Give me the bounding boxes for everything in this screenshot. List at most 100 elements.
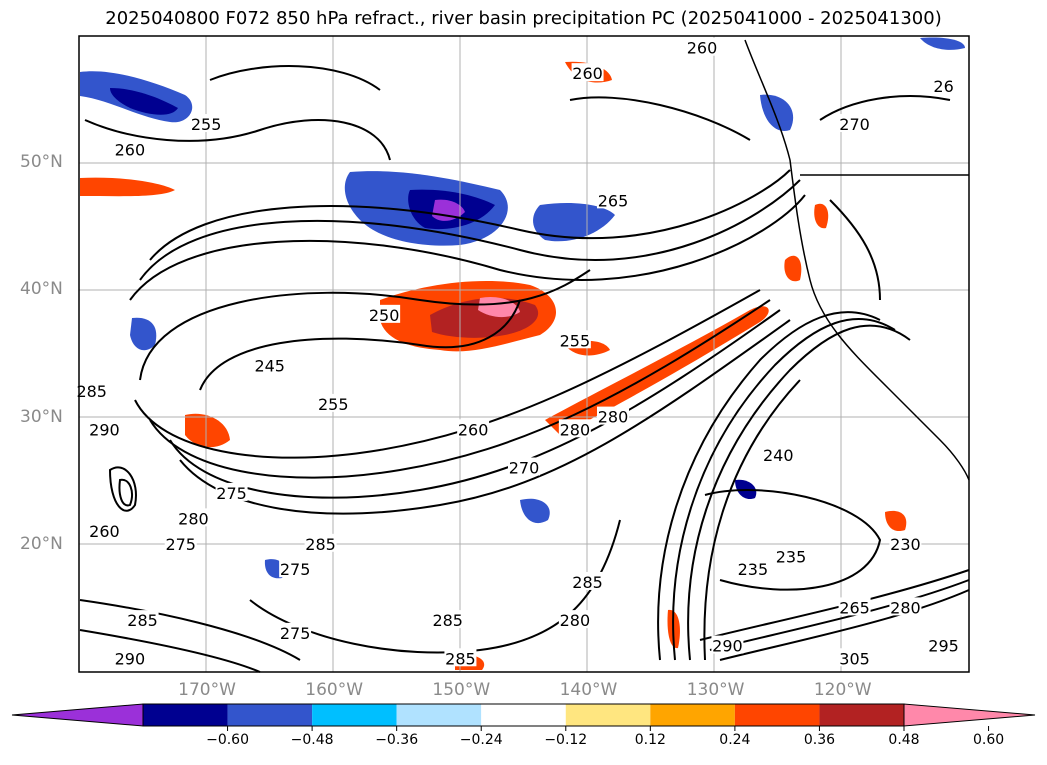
contour-label-background — [368, 304, 401, 323]
contour-label: 235 — [776, 548, 807, 567]
contour-labels: 250 245 255 260 255 265 255 260 260 260 270 26 280 28… — [75, 37, 960, 668]
contour-label: 255 — [191, 115, 222, 134]
contour-label-background — [164, 533, 197, 552]
contour-label-background — [431, 610, 464, 629]
coastline — [744, 39, 970, 481]
contour-label-background — [597, 190, 629, 209]
contour-label: 260 — [687, 39, 718, 58]
contour-label: 275 — [165, 535, 196, 554]
contour-label-background — [113, 139, 146, 158]
positive-area-coast — [784, 255, 802, 282]
colorbar-tick-label: 0.60 — [972, 732, 1005, 748]
contour-label: 280 — [560, 420, 591, 439]
map-panel: 250 245 255 260 255 265 255 260 260 260 270 26 280 28… — [75, 35, 970, 673]
contour-label: 255 — [560, 331, 591, 350]
negative-area-ne — [533, 203, 615, 242]
colorbar-segment — [565, 704, 651, 726]
contour-label: 275 — [280, 560, 311, 579]
latitude-label: 20°N — [20, 533, 63, 554]
contour-label: 270 — [839, 115, 870, 134]
longitude-label: 160°W — [305, 680, 364, 700]
longitude-label: 120°W — [813, 680, 872, 700]
negative-peak-north — [432, 199, 465, 221]
contour-label-background — [889, 533, 922, 552]
contour-label-background — [686, 37, 718, 56]
latitude-label: 30°N — [20, 406, 63, 427]
contour-label: 290 — [89, 420, 120, 439]
contour-label-background — [558, 419, 591, 438]
contour-label: 290 — [712, 637, 743, 656]
colorbar-segment — [227, 704, 313, 726]
colorbar-tick-label: −0.36 — [375, 732, 419, 748]
contour-label: 260 — [572, 64, 603, 83]
colorbar-segment — [312, 704, 397, 726]
colorbar-tick-label: −0.12 — [544, 732, 588, 748]
colorbar-tick-label: 0.12 — [634, 732, 666, 748]
contour-label: 265 — [839, 598, 870, 617]
colorbar-max-extension — [903, 703, 1036, 727]
negative-core-nw — [110, 88, 178, 115]
contour-label: 290 — [115, 649, 146, 668]
contour-label-background — [571, 571, 604, 590]
contour-label: 260 — [89, 522, 120, 541]
contour-label: 260 — [458, 420, 489, 439]
contour-label: 285 — [432, 611, 463, 630]
contour-label-background — [597, 406, 629, 425]
colorbar-tick-label: 0.48 — [888, 732, 920, 748]
contour-label-background — [113, 648, 146, 667]
contour-label-background — [838, 648, 871, 667]
contour-label-background — [711, 635, 744, 654]
contour-label: 240 — [763, 446, 794, 465]
negative-area-south — [520, 498, 550, 524]
contour-label: 285 — [76, 382, 107, 401]
colorbar-min-extension — [11, 703, 144, 727]
positive-area-east — [885, 510, 907, 532]
contour-label-background — [927, 635, 960, 654]
colorbar-tick-label: −0.60 — [206, 732, 249, 748]
contour-label-background — [838, 597, 871, 616]
contour-label: 295 — [928, 637, 959, 656]
map-frame — [78, 35, 970, 673]
negative-area-coast — [760, 94, 794, 131]
contour-label-background — [927, 75, 960, 94]
contour-label-background — [253, 355, 286, 374]
contour-label-background — [508, 457, 540, 476]
contour-label-background — [75, 381, 108, 400]
contour-label: 285 — [127, 611, 158, 630]
contour-label: 255 — [318, 395, 349, 414]
contour-label: 305 — [839, 649, 870, 668]
contour-label-background — [304, 533, 337, 552]
contour-label: 230 — [890, 535, 921, 554]
contour-label: 280 — [598, 408, 629, 427]
contour-label-background — [190, 114, 223, 133]
colorbar-segment — [819, 704, 904, 726]
map-background — [79, 36, 969, 672]
contour-label: 235 — [738, 560, 769, 579]
graticule — [79, 36, 969, 672]
negative-area-west — [130, 317, 157, 351]
contour-label-background — [457, 419, 490, 438]
contour-label-background — [571, 63, 604, 82]
contour-label: 280 — [890, 598, 921, 617]
colorbar-segment — [650, 704, 735, 726]
refractivity-contours — [79, 65, 970, 673]
colorbar — [11, 703, 1036, 731]
contour-label-background — [838, 114, 871, 133]
contour-label-background — [279, 622, 312, 641]
positive-area-coast-2 — [814, 203, 829, 229]
latitude-label: 40°N — [20, 279, 63, 300]
contour-label: 26 — [933, 77, 953, 96]
contour-label-background — [889, 597, 922, 616]
contour-label-background — [558, 610, 591, 629]
positive-area-west-edge — [80, 177, 175, 197]
contour-label-background — [88, 419, 121, 438]
longitude-label: 170°W — [178, 680, 236, 700]
longitude-label: 130°W — [686, 680, 745, 700]
contour-label: 250 — [369, 306, 400, 325]
contour-label: 270 — [509, 458, 540, 477]
colorbar-tick-label: 0.36 — [803, 732, 836, 748]
colorbar-tick-label: −0.24 — [459, 732, 503, 748]
colorbar-tick-label: 0.24 — [719, 732, 751, 748]
colorbar-segment — [734, 704, 820, 726]
